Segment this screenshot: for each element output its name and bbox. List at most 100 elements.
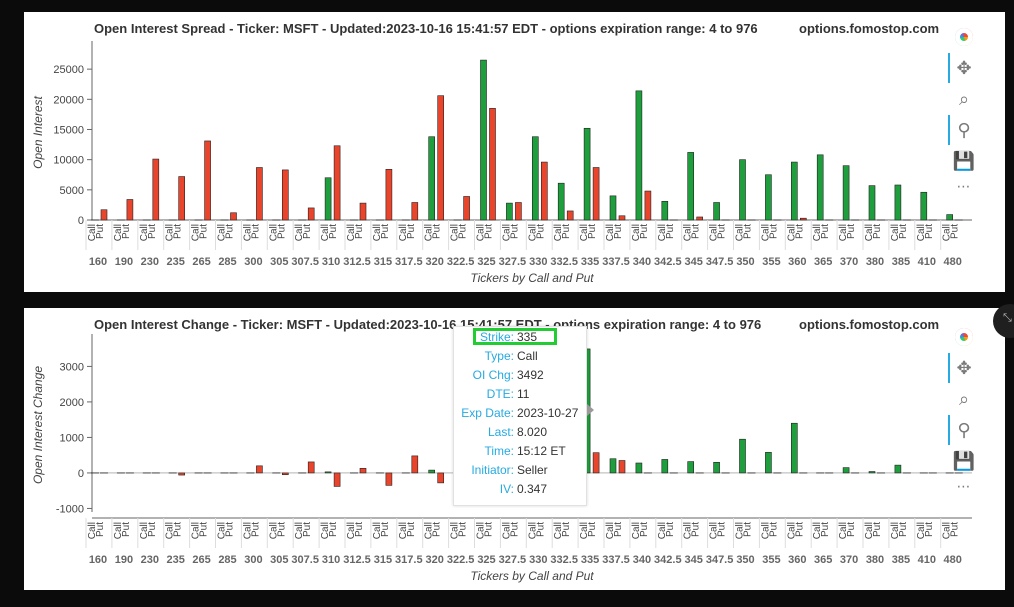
bar-call[interactable] [868,185,876,221]
bar-call[interactable] [635,90,643,221]
bar-put[interactable] [256,465,263,474]
bar-call[interactable] [790,161,798,221]
category-label: 480 [944,256,962,268]
tooltip-row: IV: 0.347 [454,479,586,498]
tooltip-key: DTE: [486,386,514,401]
sub-category-label: Call [398,224,409,241]
sub-category-label: Put [276,522,287,537]
bar-put[interactable] [644,190,652,221]
sub-category-label: Put [406,224,417,239]
bar-call[interactable] [324,471,332,474]
bar-put[interactable] [359,468,367,474]
sub-category-label: Put [898,224,909,239]
bar-put[interactable] [618,215,626,221]
bar-put[interactable] [618,460,626,474]
box-zoom-tool-icon[interactable]: ⌕ [958,88,970,109]
category-label: 480 [944,554,962,566]
category-label: 340 [633,554,651,566]
sub-category-label: Put [535,224,546,239]
bar-put[interactable] [359,202,367,221]
bar-put[interactable] [592,167,600,221]
bar-call[interactable] [428,136,436,221]
category-label: 300 [244,554,262,566]
bar-put[interactable] [540,161,548,221]
bar-put[interactable] [333,145,341,221]
bar-put[interactable] [256,167,263,221]
sub-category-label: Call [657,224,668,241]
bar-call[interactable] [816,154,824,221]
bar-put[interactable] [333,472,341,487]
save-tool-icon[interactable]: 💾 [952,150,976,171]
bar-call[interactable] [687,461,695,474]
bar-put[interactable] [204,140,211,221]
bar-put[interactable] [152,158,160,221]
sub-category-label: Call [709,522,720,539]
bar-call[interactable] [480,59,487,221]
bar-put[interactable] [100,209,108,221]
bar-call[interactable] [842,165,850,221]
pan-tool-icon[interactable]: ✥ [948,53,978,83]
bar-put[interactable] [281,472,289,476]
bar-put[interactable] [799,217,807,221]
pan-tool-icon[interactable]: ✥ [948,353,978,383]
bar-put[interactable] [515,202,522,221]
bar-call[interactable] [790,422,798,474]
bar-put[interactable] [411,202,419,221]
bar-call[interactable] [765,174,772,221]
bokeh-logo-icon[interactable] [948,22,978,52]
bar-call[interactable] [661,459,669,474]
bar-put[interactable] [178,176,185,221]
more-tools-icon[interactable]: ⋯ [956,477,972,494]
bar-call[interactable] [868,471,876,474]
bar-call[interactable] [920,191,928,221]
more-tools-icon[interactable]: ⋯ [956,177,972,194]
bar-put[interactable] [411,455,419,474]
save-tool-icon[interactable]: 💾 [952,450,976,471]
bar-call[interactable] [687,152,695,221]
bar-put[interactable] [592,452,600,474]
bar-call[interactable] [842,467,850,474]
bar-call[interactable] [765,452,772,474]
box-zoom-tool-icon[interactable]: ⌕ [958,388,970,409]
bar-put[interactable] [489,108,496,221]
bar-call[interactable] [713,202,720,221]
bar-call[interactable] [506,202,513,221]
bar-call[interactable] [428,469,436,474]
bar-call[interactable] [946,214,954,221]
sub-category-label: Put [613,522,624,537]
bar-put[interactable] [178,472,185,476]
sub-category-label: Put [872,522,883,537]
bar-call[interactable] [894,464,902,474]
wheel-zoom-tool-icon[interactable]: ⚲ [948,115,978,145]
bar-put[interactable] [281,169,289,221]
bar-put[interactable] [230,212,237,221]
wheel-zoom-tool-icon[interactable]: ⚲ [948,415,978,445]
bar-call[interactable] [739,438,746,474]
bar-put[interactable] [437,95,445,221]
bar-put[interactable] [385,169,393,221]
bar-put[interactable] [463,196,470,221]
collapse-panel-button[interactable]: ⤡ [993,304,1014,338]
sub-category-label: Put [587,522,598,537]
bar-call[interactable] [739,159,746,221]
bar-call[interactable] [713,461,720,474]
bar-put[interactable] [126,199,134,221]
bar-put[interactable] [385,472,393,486]
bar-call[interactable] [557,182,565,221]
bar-put[interactable] [307,461,315,474]
bar-call[interactable] [609,195,617,221]
bar-put[interactable] [307,207,315,221]
bar-call[interactable] [635,462,643,474]
bar-put[interactable] [437,472,445,484]
sub-category-label: Call [113,522,124,539]
bar-put[interactable] [696,216,704,221]
bokeh-logo-icon[interactable] [948,322,978,352]
bar-call[interactable] [609,458,617,474]
bar-call[interactable] [531,136,539,221]
bar-call[interactable] [583,127,591,221]
bar-call[interactable] [661,200,669,221]
bar-call[interactable] [894,184,902,221]
bar-call[interactable] [324,177,332,221]
sub-category-label: Put [328,224,339,239]
bar-put[interactable] [566,210,574,221]
